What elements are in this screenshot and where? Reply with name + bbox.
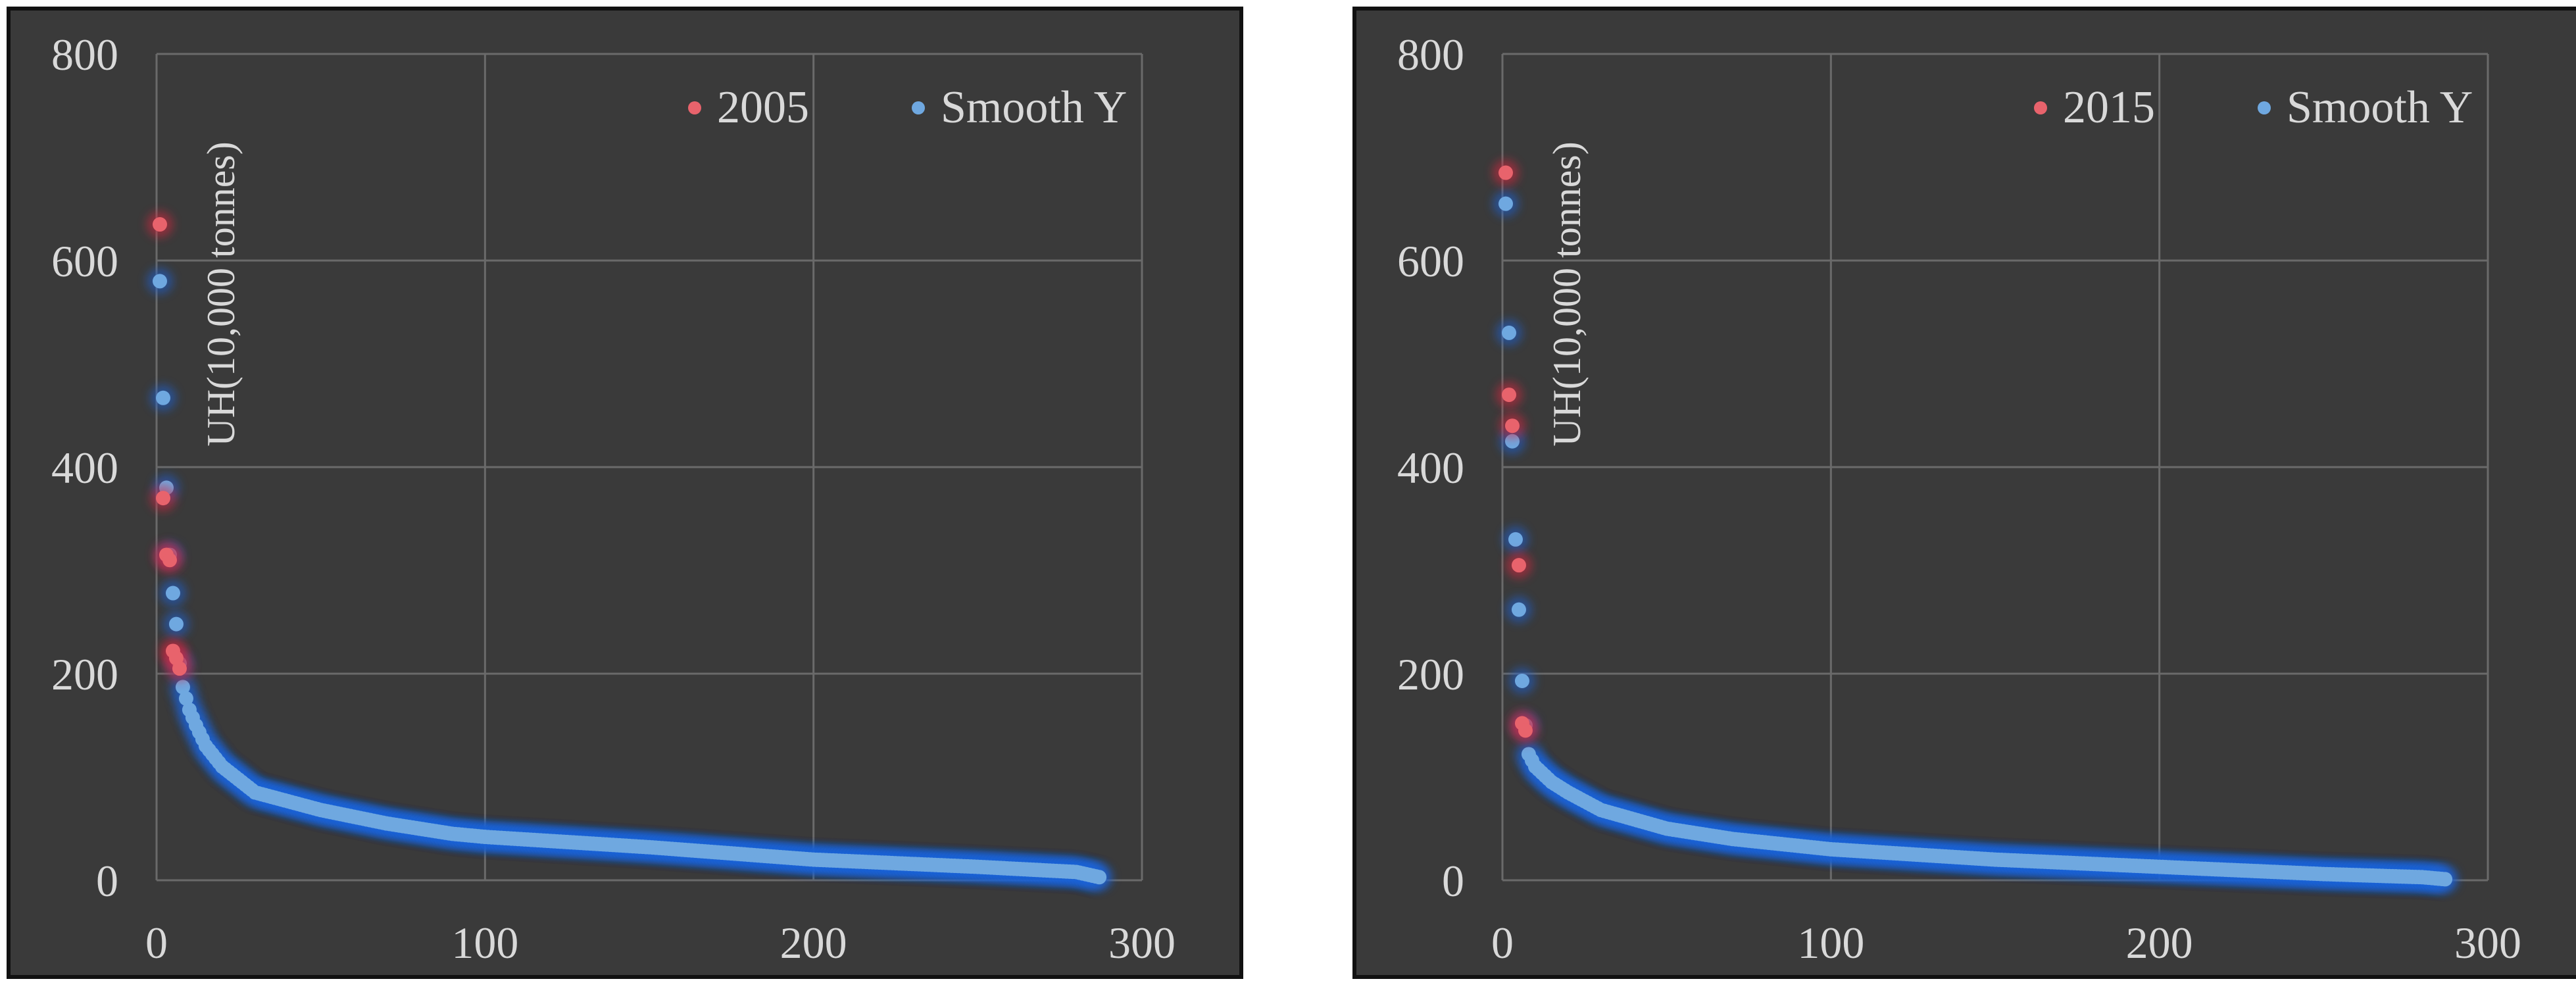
- data-point: [168, 616, 184, 632]
- data-point: [1504, 418, 1520, 434]
- chart-panel-left: 0 200 400 600 800 0 100 200 300 UH(10,000 tonnes)…: [7, 7, 1243, 979]
- legend-label: 2005: [717, 82, 809, 133]
- data-point: [1514, 673, 1529, 688]
- legend-label: Smooth Y: [2287, 82, 2473, 133]
- chart-panel-right: 0 200 400 600 800 0 100 200 300 UH(10,000 tonnes)…: [1352, 7, 2576, 979]
- y-axis-label: UH(10,000 tonnes): [1545, 141, 1589, 446]
- data-point: [172, 661, 187, 676]
- data-point: [162, 553, 177, 568]
- y-axis-label: UH(10,000 tonnes): [199, 141, 243, 446]
- y-tick-label: 600: [51, 236, 118, 286]
- data-point: [178, 691, 193, 706]
- data-point: [155, 390, 170, 405]
- data-point: [1511, 602, 1526, 617]
- series-year: [146, 211, 193, 682]
- series-smooth-y: [146, 268, 1113, 891]
- data-point: [175, 680, 190, 695]
- y-tick-label: 0: [96, 856, 118, 906]
- y-tick-label: 600: [1397, 236, 1464, 286]
- y-tick-label: 800: [51, 30, 118, 80]
- legend-label: Smooth Y: [941, 82, 1127, 133]
- series-year: [1492, 159, 1539, 744]
- y-tick-label: 200: [1397, 649, 1464, 699]
- y-tick-label: 200: [51, 649, 118, 699]
- y-tick-label: 400: [1397, 443, 1464, 493]
- data-point: [1508, 532, 1523, 547]
- data-point: [1518, 723, 1533, 738]
- chart-svg: 0 200 400 600 800 0 100 200 300 UH(10,000 tonnes)…: [51, 30, 1176, 968]
- x-tick-label: 100: [451, 918, 518, 968]
- data-point: [155, 491, 170, 506]
- data-point: [1498, 196, 1513, 211]
- data-point: [1511, 558, 1526, 573]
- chart-svg: 0 200 400 600 800 0 100 200 300 UH(10,000 tonnes)…: [1397, 30, 2521, 968]
- series-smooth-y: [1492, 190, 2459, 893]
- data-point: [152, 274, 167, 289]
- x-tick-label: 0: [145, 918, 168, 968]
- data-point: [165, 586, 180, 601]
- legend-label: 2015: [2063, 82, 2155, 133]
- data-point: [1498, 165, 1513, 180]
- x-tick-label: 100: [1797, 918, 1864, 968]
- y-tick-label: 0: [1442, 856, 1464, 906]
- x-tick-label: 200: [780, 918, 847, 968]
- data-point: [2438, 872, 2453, 887]
- legend-marker: [688, 101, 701, 114]
- y-tick-label: 400: [51, 443, 118, 493]
- legend-marker: [912, 101, 925, 114]
- x-tick-label: 300: [1108, 918, 1176, 968]
- legend-marker: [2034, 101, 2047, 114]
- data-point: [1501, 325, 1516, 340]
- legend-marker: [2258, 101, 2271, 114]
- x-tick-label: 0: [1491, 918, 1514, 968]
- x-tick-label: 200: [2126, 918, 2193, 968]
- x-tick-label: 300: [2454, 918, 2521, 968]
- data-point: [1501, 388, 1516, 403]
- data-point: [1092, 870, 1107, 885]
- data-point: [152, 217, 167, 232]
- y-tick-label: 800: [1397, 30, 1464, 80]
